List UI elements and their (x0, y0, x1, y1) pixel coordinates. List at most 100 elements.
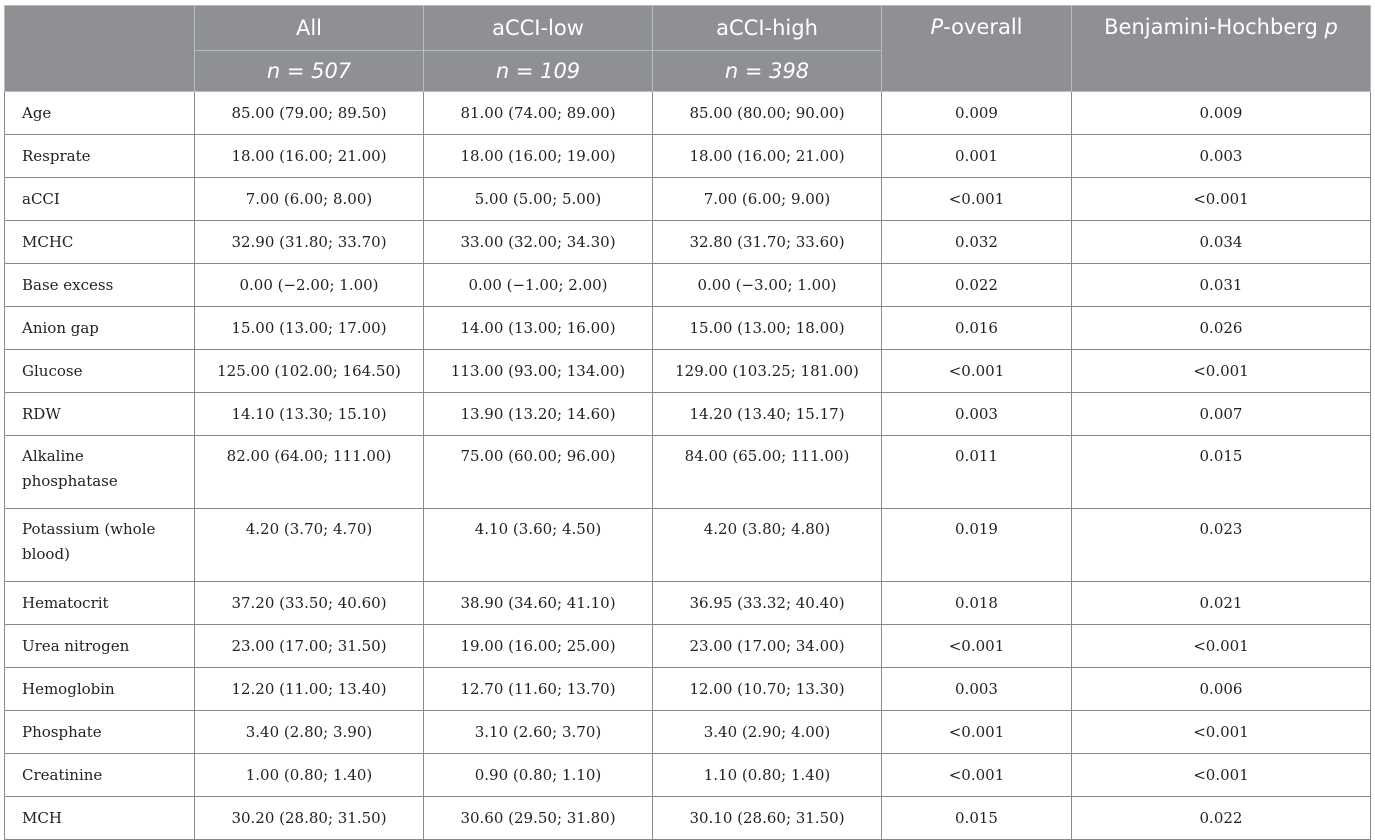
cell-acci-low: 12.70 (11.60; 13.70) (423, 667, 653, 711)
cell-acci-high: 32.80 (31.70; 33.60) (652, 220, 882, 264)
cell-p-overall: 0.022 (881, 263, 1072, 307)
row-label: Resprate (4, 134, 195, 178)
cell-p-overall: <0.001 (881, 177, 1072, 221)
cell-all: 85.00 (79.00; 89.50) (194, 91, 424, 135)
table-row: Potassium (whole blood) 4.20 (3.70; 4.70)… (4, 508, 1371, 582)
cell-bh-p: <0.001 (1071, 753, 1371, 797)
header-empty-cell (4, 5, 195, 92)
cell-acci-high: 15.00 (13.00; 18.00) (652, 306, 882, 350)
table-row: RDW 14.10 (13.30; 15.10) 13.90 (13.20; 14.… (4, 392, 1371, 436)
cell-acci-low: 13.90 (13.20; 14.60) (423, 392, 653, 436)
cell-acci-low: 33.00 (32.00; 34.30) (423, 220, 653, 264)
cell-acci-low: 14.00 (13.00; 16.00) (423, 306, 653, 350)
table-row: Anion gap 15.00 (13.00; 17.00) 14.00 (13.0… (4, 306, 1371, 350)
table-row: Creatinine 1.00 (0.80; 1.40) 0.90 (0.80; 1… (4, 753, 1371, 797)
cell-acci-low: 0.00 (−1.00; 2.00) (423, 263, 653, 307)
header-n-all: n = 507 (194, 50, 424, 92)
row-label: Hemoglobin (4, 667, 195, 711)
cell-p-overall: 0.003 (881, 667, 1072, 711)
cell-p-overall: <0.001 (881, 624, 1072, 668)
cell-all: 7.00 (6.00; 8.00) (194, 177, 424, 221)
table-row: Glucose 125.00 (102.00; 164.50) 113.00 (93… (4, 349, 1371, 393)
cell-acci-low: 30.60 (29.50; 31.80) (423, 796, 653, 840)
cell-acci-low: 19.00 (16.00; 25.00) (423, 624, 653, 668)
cell-p-overall: <0.001 (881, 349, 1072, 393)
header-all: All (194, 5, 424, 51)
cell-acci-high: 129.00 (103.25; 181.00) (652, 349, 882, 393)
cell-all: 125.00 (102.00; 164.50) (194, 349, 424, 393)
cell-all: 37.20 (33.50; 40.60) (194, 581, 424, 625)
row-label: Hematocrit (4, 581, 195, 625)
header-p-overall-rest: -overall (943, 15, 1023, 39)
cell-p-overall: 0.019 (881, 508, 1072, 582)
cell-p-overall: 0.003 (881, 392, 1072, 436)
header-bh-italic: p (1324, 15, 1338, 39)
table-row: Phosphate 3.40 (2.80; 3.90) 3.10 (2.60; 3.… (4, 710, 1371, 754)
cell-all: 18.00 (16.00; 21.00) (194, 134, 424, 178)
cell-acci-low: 75.00 (60.00; 96.00) (423, 435, 653, 509)
cell-bh-p: <0.001 (1071, 177, 1371, 221)
table-row: MCHC 32.90 (31.80; 33.70) 33.00 (32.00; 34… (4, 220, 1371, 264)
cell-bh-p: 0.023 (1071, 508, 1371, 582)
row-label: MCH (4, 796, 195, 840)
header-n-high: n = 398 (652, 50, 882, 92)
table-row: MCH 30.20 (28.80; 31.50) 30.60 (29.50; 31.… (4, 796, 1371, 840)
row-label: Creatinine (4, 753, 195, 797)
row-label: Alkaline phosphatase (4, 435, 195, 509)
cell-acci-high: 85.00 (80.00; 90.00) (652, 91, 882, 135)
cell-p-overall: 0.011 (881, 435, 1072, 509)
cell-p-overall: 0.015 (881, 796, 1072, 840)
cell-bh-p: 0.022 (1071, 796, 1371, 840)
row-label: Base excess (4, 263, 195, 307)
cell-acci-high: 14.20 (13.40; 15.17) (652, 392, 882, 436)
cell-acci-high: 84.00 (65.00; 111.00) (652, 435, 882, 509)
table-row: Hemoglobin 12.20 (11.00; 13.40) 12.70 (11.… (4, 667, 1371, 711)
table-row: Age 85.00 (79.00; 89.50) 81.00 (74.00; 89.… (4, 91, 1371, 135)
cell-acci-high: 12.00 (10.70; 13.30) (652, 667, 882, 711)
table-row: Base excess 0.00 (−2.00; 1.00) 0.00 (−1.00… (4, 263, 1371, 307)
cell-bh-p: 0.026 (1071, 306, 1371, 350)
table-row: Urea nitrogen 23.00 (17.00; 31.50) 19.00 (… (4, 624, 1371, 668)
data-table: All aCCI-low aCCI-high P-overall Benjami… (4, 5, 1371, 840)
cell-acci-high: 0.00 (−3.00; 1.00) (652, 263, 882, 307)
header-bh-p: Benjamini-Hochberg p (1071, 5, 1371, 92)
cell-p-overall: 0.009 (881, 91, 1072, 135)
cell-all: 14.10 (13.30; 15.10) (194, 392, 424, 436)
row-label: Phosphate (4, 710, 195, 754)
cell-p-overall: 0.018 (881, 581, 1072, 625)
cell-acci-high: 4.20 (3.80; 4.80) (652, 508, 882, 582)
cell-all: 12.20 (11.00; 13.40) (194, 667, 424, 711)
cell-bh-p: 0.009 (1071, 91, 1371, 135)
cell-bh-p: 0.015 (1071, 435, 1371, 509)
header-n-low: n = 109 (423, 50, 653, 92)
cell-bh-p: 0.021 (1071, 581, 1371, 625)
cell-acci-low: 3.10 (2.60; 3.70) (423, 710, 653, 754)
cell-acci-high: 3.40 (2.90; 4.00) (652, 710, 882, 754)
cell-all: 23.00 (17.00; 31.50) (194, 624, 424, 668)
row-label: MCHC (4, 220, 195, 264)
row-label: RDW (4, 392, 195, 436)
cell-p-overall: <0.001 (881, 753, 1072, 797)
row-label: Urea nitrogen (4, 624, 195, 668)
cell-all: 4.20 (3.70; 4.70) (194, 508, 424, 582)
cell-bh-p: <0.001 (1071, 624, 1371, 668)
cell-bh-p: 0.007 (1071, 392, 1371, 436)
cell-acci-low: 0.90 (0.80; 1.10) (423, 753, 653, 797)
header-bh-text: Benjamini-Hochberg (1104, 15, 1325, 39)
cell-acci-high: 30.10 (28.60; 31.50) (652, 796, 882, 840)
cell-p-overall: 0.001 (881, 134, 1072, 178)
row-label: aCCI (4, 177, 195, 221)
cell-all: 30.20 (28.80; 31.50) (194, 796, 424, 840)
cell-bh-p: <0.001 (1071, 349, 1371, 393)
header-acci-low: aCCI-low (423, 5, 653, 51)
cell-bh-p: 0.034 (1071, 220, 1371, 264)
row-label: Anion gap (4, 306, 195, 350)
cell-all: 1.00 (0.80; 1.40) (194, 753, 424, 797)
table-container: All aCCI-low aCCI-high P-overall Benjami… (4, 5, 1371, 840)
cell-bh-p: <0.001 (1071, 710, 1371, 754)
header-p-overall: P-overall (881, 5, 1072, 92)
cell-bh-p: 0.031 (1071, 263, 1371, 307)
cell-acci-high: 1.10 (0.80; 1.40) (652, 753, 882, 797)
row-label: Glucose (4, 349, 195, 393)
cell-acci-low: 113.00 (93.00; 134.00) (423, 349, 653, 393)
